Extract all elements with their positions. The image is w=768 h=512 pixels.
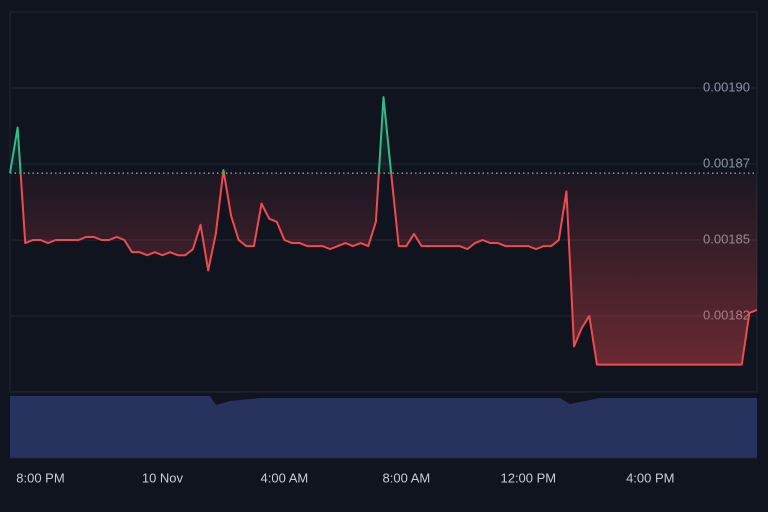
volume-band bbox=[10, 396, 757, 458]
x-tick-label: 8:00 PM bbox=[16, 470, 64, 485]
x-tick-label: 4:00 AM bbox=[261, 470, 309, 485]
area-fill bbox=[10, 97, 757, 365]
price-line bbox=[9, 96, 758, 366]
y-tick-label: 0.00187 bbox=[703, 155, 750, 170]
y-tick-label: 0.00190 bbox=[703, 79, 750, 94]
x-tick-label: 4:00 PM bbox=[626, 470, 674, 485]
x-tick-label: 8:00 AM bbox=[383, 470, 431, 485]
x-tick-label: 10 Nov bbox=[142, 470, 184, 485]
x-tick-label: 12:00 PM bbox=[500, 470, 556, 485]
